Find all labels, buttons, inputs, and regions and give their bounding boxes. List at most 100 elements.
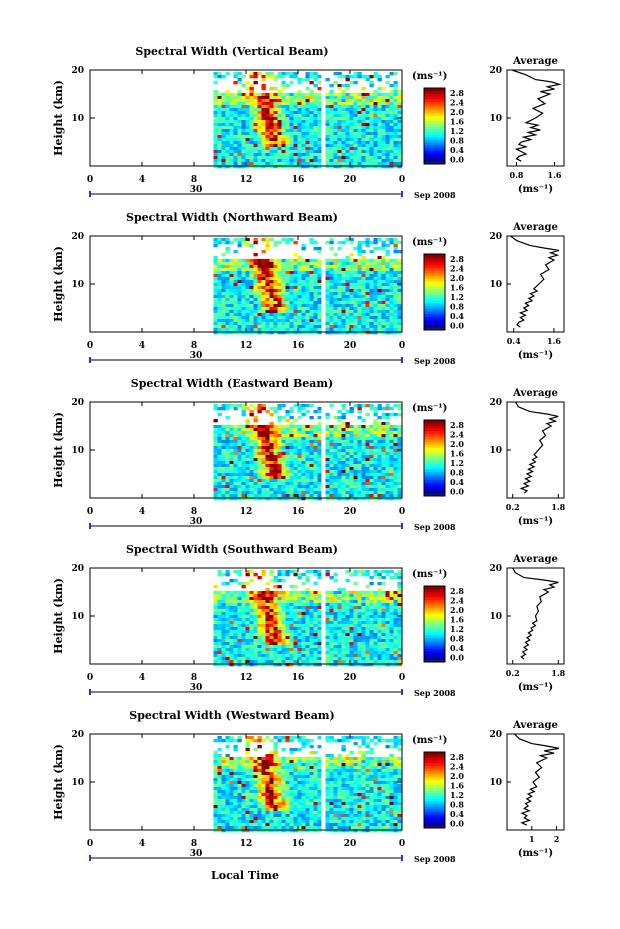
heatmap-cell — [325, 331, 330, 335]
heatmap-cell — [365, 440, 370, 444]
heatmap-cell — [257, 609, 262, 613]
heatmap-cell — [341, 497, 346, 501]
heatmap-cell — [305, 660, 310, 664]
colorbar-swatch — [424, 145, 445, 149]
heatmap-cell — [309, 108, 314, 112]
heatmap-cell — [281, 331, 286, 335]
heatmap-cell — [389, 443, 394, 447]
heatmap-cell — [265, 642, 270, 646]
colorbar-swatch — [424, 273, 445, 277]
heatmap-cell — [349, 259, 354, 263]
heatmap-cell — [245, 621, 250, 625]
heatmap-cell — [233, 648, 238, 652]
heatmap-cell — [349, 253, 354, 257]
heatmap-cell — [261, 289, 266, 293]
heatmap-cell — [377, 467, 382, 471]
heatmap-cell — [221, 627, 226, 631]
heatmap-cell — [253, 165, 258, 169]
heatmap-cell — [257, 262, 262, 266]
avg-y-tick-label: 10 — [489, 114, 502, 124]
heatmap-cell — [249, 126, 254, 130]
heatmap-cell — [245, 485, 250, 489]
heatmap-cell — [341, 428, 346, 432]
heatmap-cell — [213, 467, 218, 471]
heatmap-cell — [229, 470, 234, 474]
heatmap-cell — [269, 325, 274, 329]
heatmap-cell — [265, 262, 270, 266]
heatmap-cell — [349, 331, 354, 335]
heatmap-cell — [341, 621, 346, 625]
heatmap-cell — [301, 609, 306, 613]
heatmap-cell — [217, 259, 222, 263]
colorbar-tick-label: 0.0 — [450, 486, 464, 496]
heatmap-cell — [265, 639, 270, 643]
heatmap-cell — [281, 434, 286, 438]
heatmap-cell — [333, 476, 338, 480]
heatmap-cell — [241, 455, 246, 459]
heatmap-cell — [213, 105, 218, 109]
heatmap-cell — [249, 648, 254, 652]
heatmap-cell — [381, 138, 386, 142]
heatmap-cell — [273, 491, 278, 495]
heatmap-cell — [269, 570, 274, 574]
heatmap-cell — [273, 262, 278, 266]
heatmap-cell — [309, 295, 314, 299]
heatmap-cell — [325, 292, 330, 296]
heatmap-cell — [381, 307, 386, 311]
heatmap-cell — [289, 331, 294, 335]
heatmap-cell — [301, 639, 306, 643]
heatmap-cell — [273, 325, 278, 329]
heatmap-cell — [333, 162, 338, 166]
heatmap-cell — [297, 301, 302, 305]
heatmap-cell — [309, 301, 314, 305]
heatmap-cell — [393, 328, 398, 332]
heatmap-cell — [377, 458, 382, 462]
heatmap-cell — [261, 120, 266, 124]
heatmap-cell — [269, 138, 274, 142]
heatmap-cell — [329, 292, 334, 296]
heatmap-cell — [381, 147, 386, 151]
heatmap-cell — [305, 621, 310, 625]
heatmap-cell — [377, 283, 382, 287]
panel-3: Spectral Width (Eastward Beam)0 4 8 12 16 20 0… — [52, 377, 566, 532]
heatmap-cell — [237, 99, 242, 103]
heatmap-cell — [397, 322, 402, 326]
heatmap-cell — [229, 663, 234, 667]
heatmap-cell — [269, 117, 274, 121]
heatmap-cell — [213, 446, 218, 450]
heatmap-cell — [241, 126, 246, 130]
heatmap-cell — [349, 111, 354, 115]
heatmap-cell — [341, 404, 346, 408]
heatmap-cell — [233, 319, 238, 323]
heatmap-cell — [285, 482, 290, 486]
heatmap-cell — [253, 654, 258, 658]
heatmap-cell — [273, 576, 278, 580]
heatmap-cell — [325, 120, 330, 124]
heatmap-cell — [241, 624, 246, 628]
heatmap-cell — [273, 144, 278, 148]
heatmap-cell — [245, 600, 250, 604]
heatmap-cell — [325, 591, 330, 595]
heatmap-cell — [245, 93, 250, 97]
heatmap-cell — [313, 129, 318, 133]
heatmap-cell — [353, 108, 358, 112]
heatmap-cell — [393, 147, 398, 151]
heatmap-cell — [365, 268, 370, 272]
heatmap-cell — [237, 624, 242, 628]
heatmap-cell — [221, 657, 226, 661]
heatmap-cell — [225, 304, 230, 308]
heatmap-cell — [293, 259, 298, 263]
heatmap-cell — [249, 313, 254, 317]
heatmap-cell — [249, 280, 254, 284]
heatmap-cell — [369, 156, 374, 160]
heatmap-cell — [249, 292, 254, 296]
heatmap-cell — [365, 476, 370, 480]
heatmap-cell — [277, 657, 282, 661]
heatmap-cell — [365, 428, 370, 432]
heatmap-cell — [225, 461, 230, 465]
heatmap-cell — [277, 159, 282, 163]
heatmap-cell — [369, 452, 374, 456]
heatmap-cell — [329, 313, 334, 317]
heatmap-cell — [277, 609, 282, 613]
heatmap-cell — [337, 295, 342, 299]
